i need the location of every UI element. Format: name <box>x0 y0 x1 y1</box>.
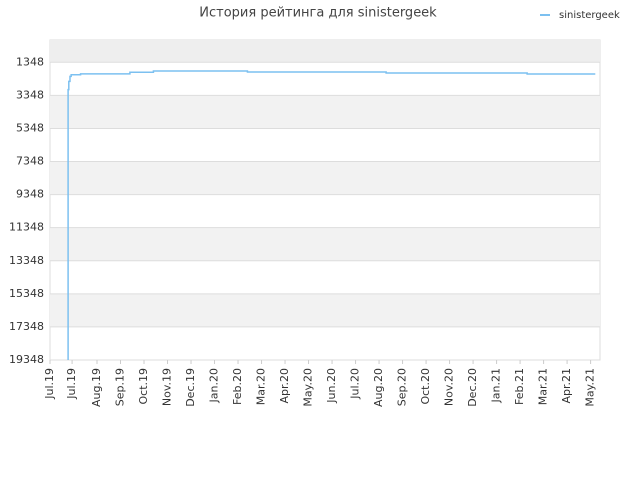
y-tick-label: 17348 <box>9 320 44 333</box>
band <box>50 227 600 261</box>
x-tick-label: Nov.20 <box>443 368 456 406</box>
x-tick-label: Oct.19 <box>137 368 150 405</box>
x-tick-label: Apr.21 <box>560 368 573 404</box>
x-tick-label: Jul.19 <box>43 368 56 400</box>
x-tick-label: Sep.19 <box>114 368 127 406</box>
y-tick-label: 3348 <box>16 88 44 101</box>
band <box>50 161 600 195</box>
x-tick-label: Feb.21 <box>513 368 526 405</box>
legend-label: sinistergeek <box>559 10 620 21</box>
x-tick-label: Oct.20 <box>419 368 432 405</box>
y-tick-label: 13348 <box>9 254 44 267</box>
y-tick-label: 9348 <box>16 188 44 201</box>
x-tick-label: Mar.20 <box>255 368 268 405</box>
band <box>50 293 600 327</box>
band <box>50 95 600 129</box>
x-tick-label: Mar.21 <box>537 368 550 405</box>
y-tick-label: 19348 <box>9 353 44 366</box>
band <box>50 40 600 63</box>
y-tick-label: 7348 <box>16 155 44 168</box>
x-tick-label: Jan.21 <box>490 368 503 403</box>
x-tick-label: Jun.20 <box>325 368 338 404</box>
x-tick-label: May.21 <box>584 368 597 407</box>
x-tick-label: Aug.19 <box>90 368 103 407</box>
y-tick-label: 15348 <box>9 287 44 300</box>
x-tick-label: Feb.20 <box>231 368 244 405</box>
y-tick-label: 11348 <box>9 221 44 234</box>
x-tick-label: Jan.20 <box>208 368 221 403</box>
x-tick-label: Jul.19 <box>65 368 78 400</box>
x-tick-label: Aug.20 <box>372 368 385 407</box>
x-tick-label: Dec.19 <box>184 368 197 407</box>
x-tick-label: Apr.20 <box>278 368 291 404</box>
y-tick-label: 1348 <box>16 55 44 68</box>
chart-title: История рейтинга для sinistergeek <box>199 6 437 21</box>
y-tick-label: 5348 <box>16 121 44 134</box>
x-tick-label: Dec.20 <box>466 368 479 407</box>
x-tick-label: Sep.20 <box>396 368 409 406</box>
x-tick-label: May.20 <box>302 368 315 407</box>
line <box>67 70 596 360</box>
x-tick-label: Nov.19 <box>161 368 174 406</box>
x-tick-label: Jul.20 <box>349 368 362 400</box>
